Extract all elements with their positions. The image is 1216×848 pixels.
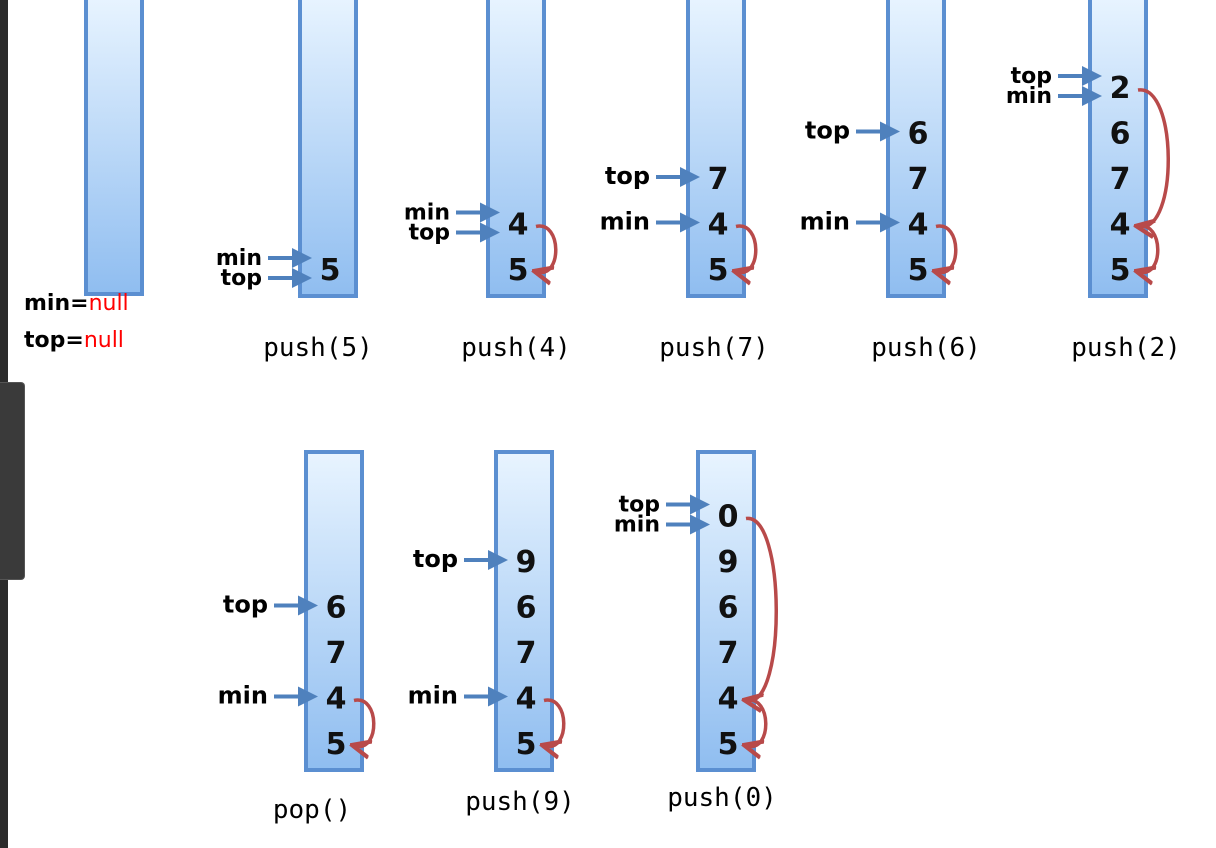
pointer-label-top: top <box>223 591 268 619</box>
stacks-layer: 5mintoppush(5)45mintoppush(4)745topminpu… <box>216 0 1181 825</box>
side-panel-tab[interactable] <box>0 382 25 580</box>
stack-value: 4 <box>326 682 347 717</box>
initial-top-label: top= <box>24 328 84 353</box>
stack-value: 7 <box>718 636 739 671</box>
operation-caption: push(0) <box>667 783 777 813</box>
stack-value: 2 <box>1110 71 1131 106</box>
initial-stack: min=null top=null <box>24 0 144 353</box>
pointer-label-top: top <box>619 493 660 518</box>
stack-value: 6 <box>1110 117 1131 152</box>
stack-3: 7 4 5 top min push(7) <box>600 0 769 363</box>
stack-value: 4 <box>708 208 729 243</box>
pointer-label-top: top <box>805 117 850 145</box>
stack-value: 5 <box>508 253 529 288</box>
stack-column <box>1088 0 1148 298</box>
operation-caption: push(2) <box>1071 333 1181 363</box>
pointer-label-min: min <box>216 246 262 271</box>
pointer-label-min: min <box>800 208 850 236</box>
stack-column-empty <box>84 0 144 296</box>
pointer-label-top: top <box>409 221 450 246</box>
initial-top-line: top=null <box>24 328 124 353</box>
pointer-label-top: top <box>1011 64 1052 89</box>
pointer-label-top: top <box>221 266 262 291</box>
stack-6: 6 7 4 5 top min pop() <box>218 450 376 825</box>
stack-value: 7 <box>1110 162 1131 197</box>
stack-value: 5 <box>708 253 729 288</box>
stack-value: 4 <box>1110 208 1131 243</box>
stack-value: 0 <box>718 500 739 535</box>
diagram-canvas: min=null top=null 5 min top push(5) 4 5 min top… <box>8 0 1216 848</box>
operation-caption: push(4) <box>461 333 571 363</box>
stack-value: 6 <box>908 117 929 152</box>
pointer-label-min: min <box>408 682 458 710</box>
min-link-arrow <box>736 224 758 272</box>
stack-7: 9 6 7 4 5 top min push(9) <box>408 450 575 817</box>
stack-value: 4 <box>516 682 537 717</box>
pointer-label-min: min <box>600 208 650 236</box>
stack-value: 4 <box>718 682 739 717</box>
min-link-arrow <box>1138 88 1170 227</box>
pointer-label-min: min <box>218 682 268 710</box>
min-link-arrow <box>1138 224 1160 272</box>
pointer-label-top: top <box>605 162 650 190</box>
stack-value: 5 <box>326 727 347 762</box>
stack-column <box>886 0 946 298</box>
stack-value: 4 <box>508 208 529 243</box>
stack-value: 7 <box>326 636 347 671</box>
stack-value: 5 <box>908 253 929 288</box>
stack-value: 7 <box>908 162 929 197</box>
stack-value: 5 <box>1110 253 1131 288</box>
operation-caption: push(5) <box>263 333 373 363</box>
min-link-arrow <box>746 698 768 746</box>
operation-caption: push(9) <box>465 787 575 817</box>
stack-value: 6 <box>326 591 347 626</box>
stack-column <box>494 450 554 772</box>
stack-value: 5 <box>718 727 739 762</box>
operation-caption: push(7) <box>659 333 769 363</box>
stack-column <box>486 0 546 298</box>
initial-min-value: null <box>89 291 129 316</box>
pointer-label-top: top <box>413 545 458 573</box>
pointer-label-min: min <box>404 201 450 226</box>
stack-value: 7 <box>516 636 537 671</box>
min-link-arrow <box>746 516 778 700</box>
pointer-label-min: min <box>1006 84 1052 109</box>
stack-column <box>686 0 746 298</box>
min-link-arrow <box>544 698 566 746</box>
min-link-arrow <box>536 224 558 272</box>
stack-value: 6 <box>718 591 739 626</box>
stack-value: 9 <box>516 545 537 580</box>
min-link-arrow <box>936 224 958 272</box>
pointer-label-min: min <box>614 513 660 538</box>
min-stack-diagram: min=null top=null 5mintoppush(5)45mintop… <box>24 0 1181 825</box>
min-link-arrow <box>354 698 376 746</box>
stack-value: 6 <box>516 591 537 626</box>
operation-caption: push(6) <box>871 333 981 363</box>
operation-caption: pop() <box>273 795 351 825</box>
stack-value: 5 <box>516 727 537 762</box>
stack-value: 4 <box>908 208 929 243</box>
initial-min-line: min=null <box>24 291 129 316</box>
stack-value: 5 <box>320 253 341 288</box>
stack-value: 9 <box>718 545 739 580</box>
initial-min-label: min= <box>24 291 89 316</box>
stack-column <box>298 0 358 298</box>
stack-value: 7 <box>708 162 729 197</box>
initial-top-value: null <box>84 328 124 353</box>
stack-4: 6 7 4 5 top min push(6) <box>800 0 981 363</box>
